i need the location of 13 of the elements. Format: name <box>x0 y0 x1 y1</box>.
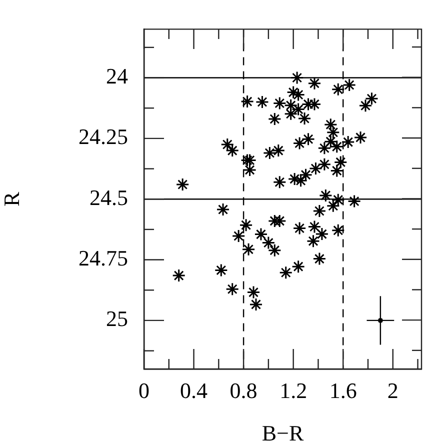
x-tick-label: 2 <box>387 378 398 403</box>
y-tick-label: 24 <box>106 64 128 89</box>
x-axis-title: B−R <box>262 420 304 446</box>
x-tick-label: 1.2 <box>280 378 308 403</box>
x-tick-label: 1.6 <box>329 378 357 403</box>
y-tick-label: 24.75 <box>78 246 128 271</box>
x-tick-label: 0 <box>138 378 150 403</box>
x-tick-label: 0.8 <box>230 378 258 403</box>
y-tick-label: 24.5 <box>90 184 128 210</box>
x-tick-label: 0.4 <box>180 378 208 403</box>
y-axis-title: R <box>0 191 24 206</box>
y-tick-label: 24.25 <box>78 124 128 150</box>
y-tick-label: 25 <box>106 306 128 332</box>
